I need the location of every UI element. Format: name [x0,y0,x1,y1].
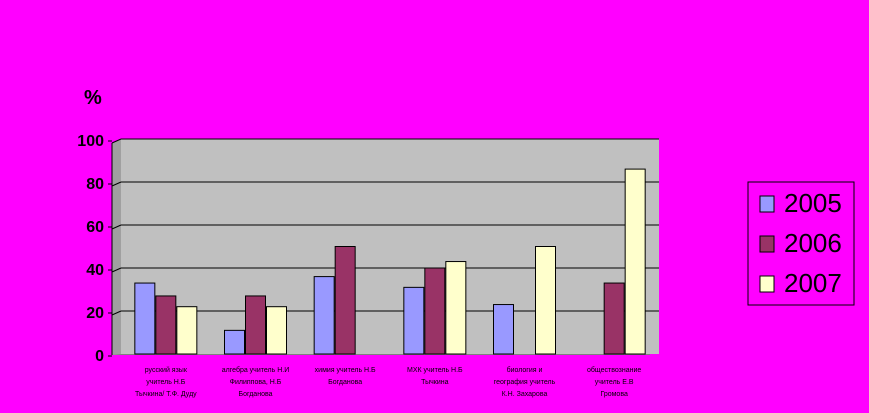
x-category-label-3: химия учитель Н.Б Богданова [315,367,376,386]
bar-2007-cat-6 [624,168,646,355]
bar-2006-cat-6 [603,282,625,355]
bar-2005-cat-3 [313,276,335,355]
x-axis-category-labels: русский язык учитель Н.Б Тычкина/ Т.Ф. Дуд… [135,366,641,398]
legend-label-2007: 2007 [784,268,842,298]
bar-2006-cat-2 [245,295,266,355]
gridline-wall-20 [111,310,122,316]
legend-swatch-2005 [759,195,775,213]
legend-label-2005: 2005 [784,188,842,218]
y-tick-label-40: 40 [86,262,104,279]
gridline-wall-80 [111,181,122,187]
plot-floor [112,354,650,355]
legend-label-2006: 2006 [784,228,842,258]
bar-2005-cat-4 [403,286,425,355]
bar-2006-cat-4 [424,267,446,355]
y-tick-label-0: 0 [95,348,104,365]
y-tick-label-60: 60 [86,219,104,236]
bar-2007-cat-1 [176,306,198,355]
y-tick-label-20: 20 [86,305,104,322]
x-category-label-1: русский язык учитель Н.Б Тычкина/ Т.Ф. Дуд… [135,366,197,398]
bar-2006-cat-3 [334,246,356,355]
x-category-label-6: обществознание учитель Е.В Громова [587,366,641,398]
x-category-label-5: биология и география учитель К.Н. Захарова [494,366,556,398]
bar-2005-cat-1 [134,282,156,355]
bar-2007-cat-5 [535,246,556,355]
bar-2007-cat-4 [445,261,467,355]
plot-area-group [111,138,659,355]
gridline-wall-100 [111,138,122,144]
x-category-label-4: МХК учитель Н.Б Тычкина [407,367,463,386]
y-tick-label-100: 100 [77,133,104,150]
bar-2005-cat-5 [493,304,514,355]
y-tick-label-80: 80 [86,176,104,193]
bars-group [134,168,646,355]
legend: 2005 2006 2007 [747,181,855,306]
plot-area [121,139,659,354]
y-axis-ticks: 0 20 40 60 80 100 [77,133,112,365]
gridline-wall-60 [111,224,122,230]
legend-swatch-2006 [759,235,775,253]
bar-2005-cat-2 [224,329,245,355]
x-category-label-2: алгебра учитель Н.И Филиппова, Н.Б Богдано… [222,366,289,398]
legend-swatch-2007 [759,275,775,293]
bar-2007-cat-2 [266,306,287,355]
y-axis-unit-label: % [84,87,102,109]
plot-side-wall [112,139,121,355]
gridline-wall-40 [111,267,122,273]
bar-2006-cat-1 [155,295,177,355]
